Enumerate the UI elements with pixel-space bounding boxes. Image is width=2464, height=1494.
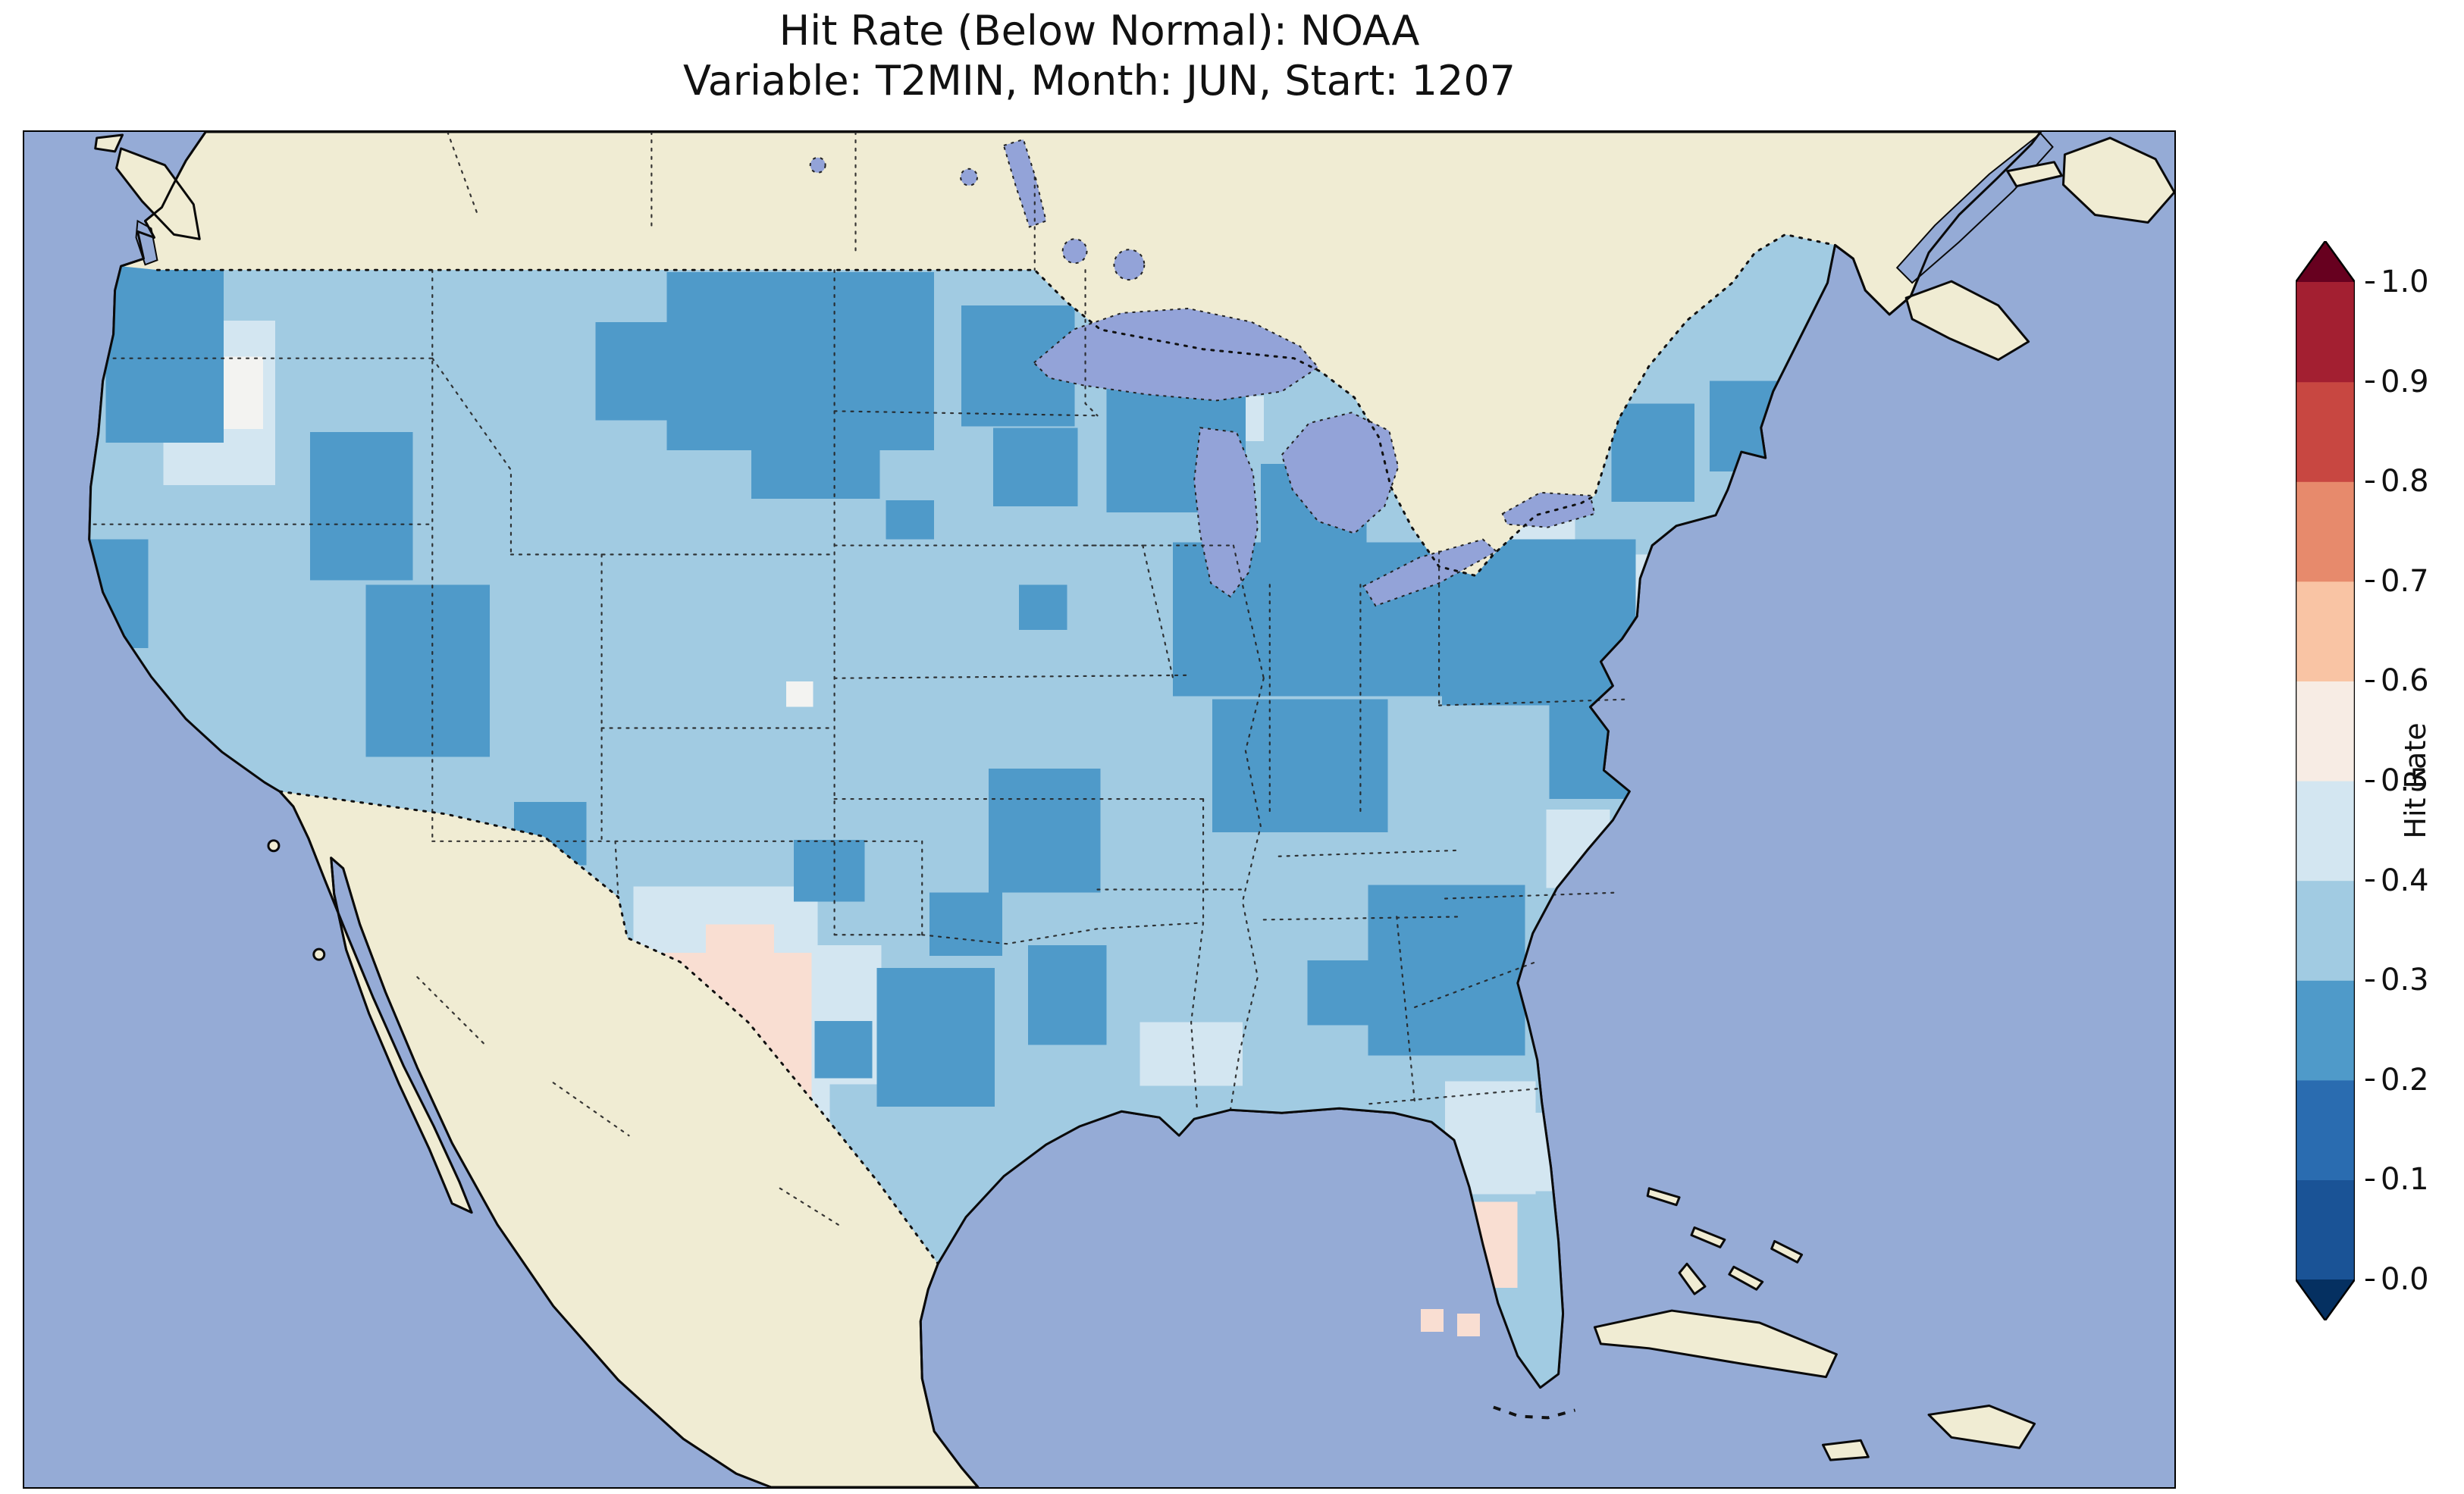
lake-winnipeg xyxy=(1002,138,1047,228)
international-borders xyxy=(155,233,1836,1265)
colorbar-tick-label: 0.6 xyxy=(2381,663,2429,699)
hispaniola xyxy=(1927,1404,2036,1449)
lake-erie xyxy=(1362,538,1498,607)
colorbar-tick-label: 0.9 xyxy=(2381,364,2429,399)
colorbar-tick-label: 0.0 xyxy=(2381,1262,2429,1297)
colorbar-tick: 0.3 xyxy=(2365,963,2429,998)
colorbar: 0.0 0.1 0.2 0.3 0.4 0.5 0.6 0.7 0.8 0.9 1.0 Hit Ra… xyxy=(2296,241,2447,1320)
colorbar-tick-mark xyxy=(2365,779,2375,782)
lake-of-the-woods xyxy=(1061,238,1088,265)
hit-rate-cells-keys xyxy=(1421,1309,1480,1336)
colorbar-tick-label: 0.7 xyxy=(2381,563,2429,599)
colorbar-extend-under xyxy=(2296,1279,2355,1320)
colorbar-tick: 0.5 xyxy=(2365,763,2429,798)
colorbar-tick-label: 0.3 xyxy=(2381,963,2429,998)
colorbar-tick-label: 0.1 xyxy=(2381,1162,2429,1198)
colorbar-tick-mark xyxy=(2365,381,2375,384)
colorbar-tick: 0.6 xyxy=(2365,663,2429,698)
colorbar-tick-mark xyxy=(2365,879,2375,882)
vancouver-island xyxy=(115,147,201,240)
small-lake xyxy=(809,156,826,174)
colorbar-tick: 0.2 xyxy=(2365,1063,2429,1098)
colorbar-bin xyxy=(2296,1179,2355,1280)
colorbar-bar xyxy=(2296,241,2355,1320)
us-data-region xyxy=(89,234,1835,1388)
coastline xyxy=(88,132,2042,1487)
colorbar-tick-mark xyxy=(2365,280,2375,283)
state-borders xyxy=(92,132,1628,1227)
florida-keys xyxy=(1493,1405,1576,1420)
colorbar-tick-mark xyxy=(2365,1278,2375,1281)
lake-huron xyxy=(1281,412,1400,534)
chart-title-line2: Variable: T2MIN, Month: JUN, Start: 1207 xyxy=(682,57,1516,105)
colorbar-bin xyxy=(2296,282,2355,383)
colorbar-tick: 0.7 xyxy=(2365,564,2429,599)
colorbar-tick: 0.4 xyxy=(2365,863,2429,898)
colorbar-bin xyxy=(2296,681,2355,781)
small-lake xyxy=(960,168,979,186)
lake-michigan xyxy=(1193,427,1259,598)
colorbar-tick-mark xyxy=(2365,1178,2375,1181)
baja-island xyxy=(312,947,326,961)
colorbar-bins xyxy=(2296,282,2355,1280)
colorbar-tick-label: 0.2 xyxy=(2381,1062,2429,1098)
colorbar-bin xyxy=(2296,880,2355,981)
us-hit-rate-map xyxy=(24,132,2174,1487)
colorbar-bin xyxy=(2296,481,2355,582)
colorbar-tick-mark xyxy=(2365,679,2375,682)
colorbar-tick: 0.1 xyxy=(2365,1162,2429,1197)
jamaica xyxy=(1821,1439,1870,1461)
colorbar-bin xyxy=(2296,781,2355,882)
map-axes xyxy=(23,130,2176,1489)
figure-title: Hit Rate (Below Normal): NOAA Variable: … xyxy=(23,6,2176,106)
colorbar-tick-label: 0.5 xyxy=(2381,763,2429,798)
colorbar-bin xyxy=(2296,381,2355,482)
colorbar-label: Hit Rate xyxy=(2399,722,2432,839)
newfoundland xyxy=(2061,136,2174,224)
cuba xyxy=(1593,1309,1838,1379)
canadian-lakes xyxy=(809,138,1146,281)
baja-island xyxy=(267,839,281,853)
chart-title-line1: Hit Rate (Below Normal): NOAA xyxy=(779,7,1420,55)
colorbar-tick-mark xyxy=(2365,979,2375,982)
colorbar-tick: 0.9 xyxy=(2365,365,2429,399)
lake-ontario xyxy=(1501,491,1596,528)
colorbar-tick: 0.8 xyxy=(2365,464,2429,499)
lake-nipigon xyxy=(1113,249,1146,281)
nova-scotia xyxy=(1904,280,2030,362)
colorbar-extend-over xyxy=(2296,241,2355,282)
islands xyxy=(94,133,2174,1461)
bc-island xyxy=(94,133,124,153)
colorbar-tick: 0.0 xyxy=(2365,1262,2429,1297)
colorbar-tick-mark xyxy=(2365,1079,2375,1082)
colorbar-bin xyxy=(2296,581,2355,681)
colorbar-bin xyxy=(2296,980,2355,1081)
bahamas xyxy=(1646,1187,1804,1295)
colorbar-tick-label: 0.8 xyxy=(2381,464,2429,500)
colorbar-bin xyxy=(2296,1079,2355,1180)
colorbar-tick-mark xyxy=(2365,480,2375,483)
anticosti-island xyxy=(2006,161,2063,188)
colorbar-tick-mark xyxy=(2365,580,2375,583)
colorbar-tick-label: 0.4 xyxy=(2381,863,2429,898)
colorbar-tick-label: 1.0 xyxy=(2381,265,2429,299)
colorbar-tick: 1.0 xyxy=(2365,265,2429,299)
